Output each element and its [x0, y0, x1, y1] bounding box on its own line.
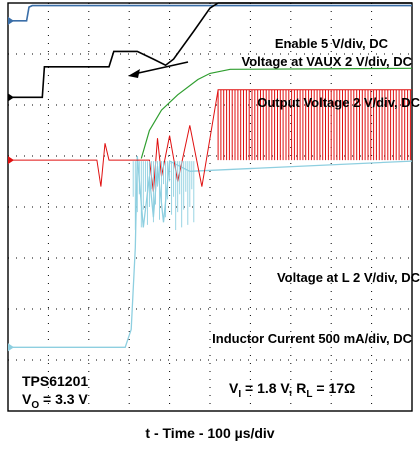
channel-markers: [8, 16, 14, 352]
series-line-noise: [132, 161, 195, 230]
grid: [7, 2, 413, 412]
rl-sub: L: [306, 389, 312, 400]
vaux-arrowhead: [128, 69, 140, 78]
label-vl: Voltage at L 2 V/div, DC: [277, 270, 420, 285]
label-enable: Enable 5 V/div, DC: [275, 36, 389, 51]
vo-main: V: [22, 391, 32, 407]
series-line: [8, 89, 412, 192]
series-line: [140, 67, 413, 159]
label-vo: VO = 3.3 V: [22, 391, 88, 411]
label-il: Inductor Current 500 mA/div, DC: [212, 331, 412, 346]
label-vaux: Voltage at VAUX 2 V/div, DC: [242, 54, 413, 69]
series-line-burst: [217, 89, 411, 161]
label-vout: Output Voltage 2 V/div, DC: [257, 95, 420, 110]
vi-sub: I: [238, 389, 241, 400]
annotation-labels: Enable 5 V/div, DC Voltage at VAUX 2 V/d…: [22, 36, 420, 411]
series-line: [8, 2, 412, 99]
traces: [8, 2, 413, 348]
label-vi-rl: VI = 1.8 V, RL = 17Ω: [229, 380, 355, 400]
series-line: [8, 4, 412, 22]
label-part: TPS61201: [22, 373, 88, 389]
rl-val: = 17Ω: [312, 380, 355, 396]
vo-sub: O: [31, 400, 39, 411]
vi-main: V: [229, 380, 239, 396]
vo-val: = 3.3 V: [39, 391, 88, 407]
vi-mid: = 1.8 V, R: [241, 380, 306, 396]
x-axis-title: t - Time - 100 µs/div: [145, 425, 275, 441]
vaux-arrow: [133, 61, 189, 75]
